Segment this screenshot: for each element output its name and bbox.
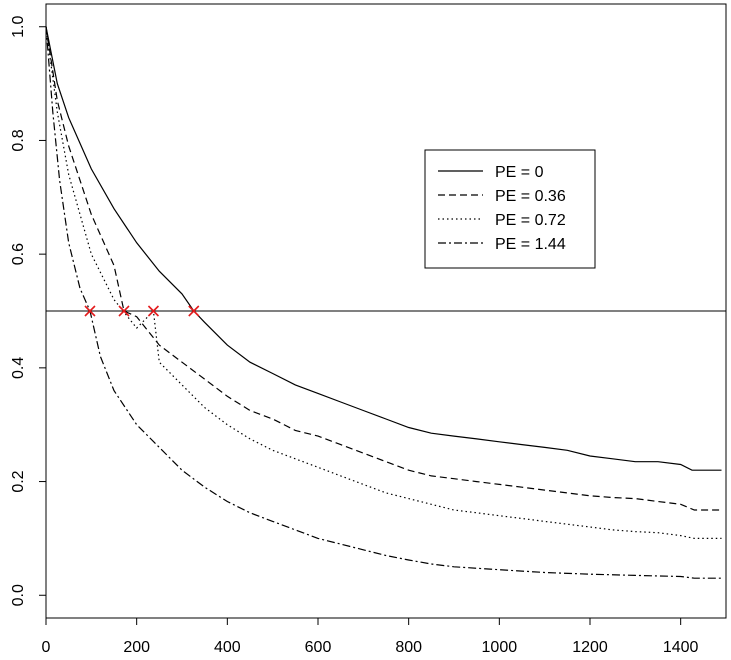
legend: PE = 0 PE = 0.36 PE = 0.72 PE = 1.44 [424, 149, 596, 269]
legend-label: PE = 0 [495, 164, 544, 181]
y-tick-label: 1.0 [10, 16, 27, 38]
x-tick-label: 1200 [572, 639, 608, 656]
y-tick-label: 0.4 [10, 357, 27, 379]
legend-entry: PE = 0.72 [438, 212, 566, 229]
x-tick-label: 800 [395, 639, 422, 656]
median-marker [84, 305, 96, 317]
y-tick-label: 0.8 [10, 129, 27, 151]
series-group [45, 26, 722, 579]
legend-entry: PE = 0.36 [438, 188, 566, 205]
x-tick-label: 400 [214, 639, 241, 656]
legend-label: PE = 0.72 [495, 212, 566, 229]
legend-box [424, 149, 596, 269]
x-tick-label: 1400 [663, 639, 699, 656]
y-tick-label: 0.0 [10, 584, 27, 606]
series-line-3 [45, 26, 722, 539]
x-tick-label: 0 [42, 639, 51, 656]
median-markers [84, 305, 200, 317]
legend-label: PE = 0.36 [495, 188, 566, 205]
x-tick-label: 200 [123, 639, 150, 656]
series-line-4 [45, 26, 722, 579]
series-line-1 [45, 26, 722, 471]
legend-entry: PE = 1.44 [438, 236, 566, 253]
x-tick-label: 600 [305, 639, 332, 656]
legend-entry: PE = 0 [438, 164, 544, 181]
series-line-2 [45, 26, 722, 511]
x-tick-label: 1000 [482, 639, 518, 656]
median-marker [118, 305, 130, 317]
y-tick-label: 0.6 [10, 243, 27, 265]
median-marker [147, 305, 160, 317]
y-axis: 0.0 0.2 0.4 0.6 0.8 1.0 [10, 16, 46, 606]
legend-label: PE = 1.44 [495, 236, 566, 253]
median-marker [188, 305, 200, 317]
x-axis: 0 200 400 600 800 1000 1200 1400 [42, 618, 699, 656]
y-tick-label: 0.2 [10, 470, 27, 492]
